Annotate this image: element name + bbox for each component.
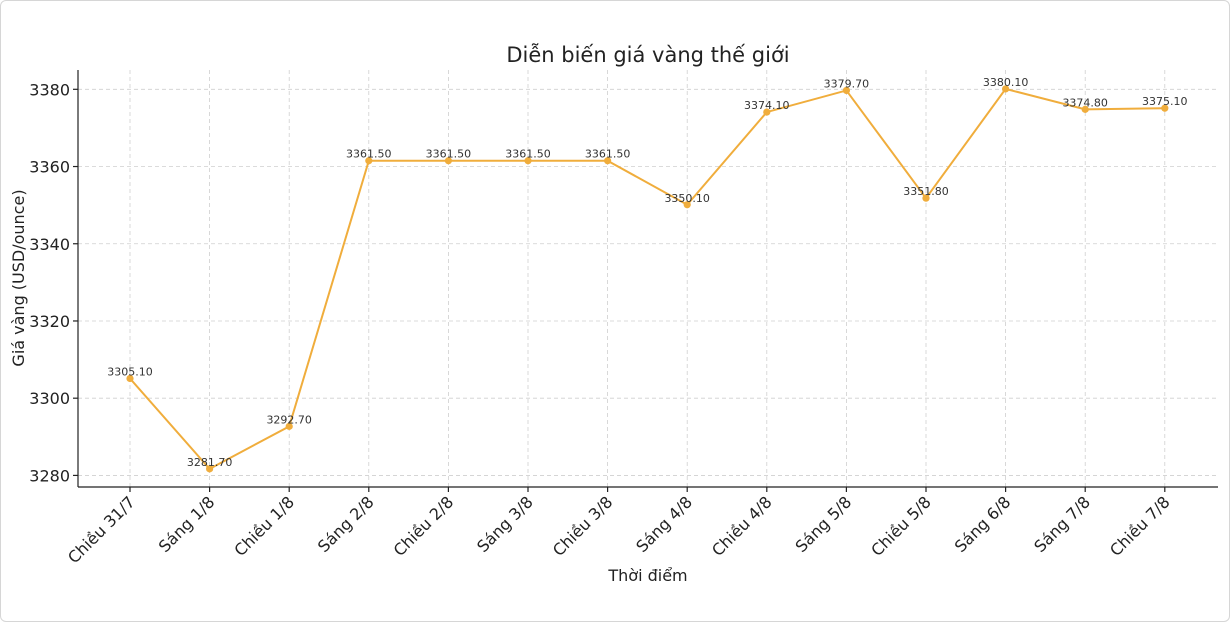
- data-point: [365, 157, 373, 165]
- y-tick-label: 3340: [29, 235, 70, 254]
- x-tick-label: Sáng 7/8: [1030, 492, 1094, 556]
- data-point: [1002, 85, 1010, 93]
- x-tick-label: Chiều 3/8: [549, 492, 617, 560]
- data-point: [604, 157, 612, 165]
- x-tick-label: Sáng 1/8: [155, 492, 219, 556]
- chart-title: Diễn biến giá vàng thế giới: [506, 42, 789, 67]
- x-tick-label: Chiều 4/8: [708, 492, 776, 560]
- x-tick-label: Chiều 7/8: [1106, 492, 1174, 560]
- data-label: 3380.10: [983, 76, 1029, 89]
- data-label: 3374.80: [1062, 96, 1108, 109]
- data-label: 3361.50: [426, 148, 472, 161]
- y-axis-label: Giá vàng (USD/ounce): [9, 189, 28, 366]
- data-labels: 3305.10 3281.70 3292.70 3361.50 3361.50 3361.…: [107, 76, 1187, 469]
- data-label: 3281.70: [187, 456, 233, 469]
- x-axis-label: Thời điểm: [607, 566, 687, 585]
- data-label: 3361.50: [505, 148, 551, 161]
- grid: [73, 70, 1218, 492]
- data-point: [126, 374, 134, 383]
- data-label: 3350.10: [664, 192, 710, 205]
- axes: [77, 70, 1218, 488]
- series-points: [126, 85, 1169, 473]
- x-tick-label: Chiều 2/8: [390, 492, 458, 560]
- data-label: 3361.50: [585, 148, 631, 161]
- data-label: 3351.80: [903, 185, 949, 198]
- y-tick-label: 3280: [29, 466, 70, 485]
- x-tick-label: Chiều 1/8: [230, 492, 298, 560]
- data-point: [444, 157, 452, 165]
- x-tick-label: Sáng 3/8: [473, 492, 537, 556]
- x-tick-label: Sáng 5/8: [792, 492, 856, 556]
- data-label: 3374.10: [744, 99, 790, 112]
- x-tick-label: Chiều 5/8: [867, 492, 935, 560]
- x-tick-labels: Chiều 31/7 Sáng 1/8 Chiều 1/8 Sáng 2/8 Chiều…: [64, 492, 1174, 567]
- data-label: 3379.70: [824, 77, 870, 90]
- data-label: 3292.70: [266, 413, 312, 426]
- data-point: [1161, 104, 1169, 112]
- data-label: 3305.10: [107, 366, 153, 379]
- x-tick-label: Sáng 4/8: [632, 492, 696, 556]
- data-point: [842, 86, 851, 95]
- data-label: 3361.50: [346, 148, 392, 161]
- y-tick-label: 3380: [29, 80, 70, 99]
- y-tick-label: 3300: [29, 389, 70, 408]
- series-line: [129, 87, 1165, 471]
- y-tick-labels: 3280 3300 3320 3340 3360 3380: [29, 80, 70, 485]
- data-point: [206, 465, 214, 473]
- series-polyline: [129, 87, 1165, 471]
- x-tick-label: Sáng 2/8: [314, 492, 378, 556]
- y-tick-label: 3320: [29, 312, 70, 331]
- x-tick-label: Sáng 6/8: [951, 492, 1015, 556]
- data-point: [285, 422, 293, 430]
- data-point: [524, 157, 532, 165]
- data-label: 3375.10: [1142, 95, 1188, 108]
- data-point: [922, 194, 930, 202]
- data-point: [763, 108, 771, 116]
- y-tick-label: 3360: [29, 158, 70, 177]
- data-point: [683, 201, 691, 209]
- data-point: [1081, 105, 1089, 113]
- x-tick-label: Chiều 31/7: [64, 492, 139, 567]
